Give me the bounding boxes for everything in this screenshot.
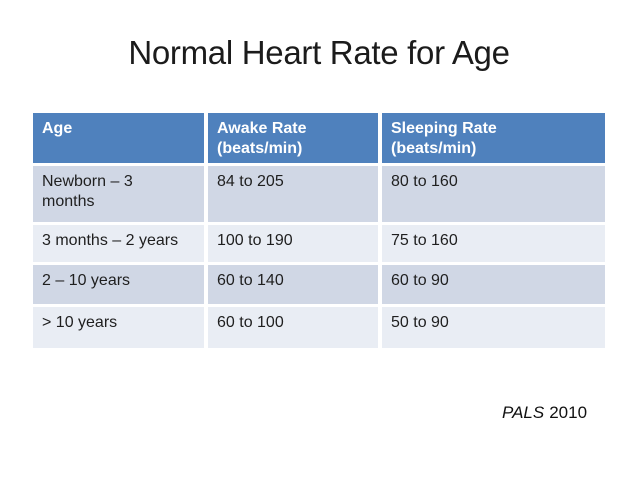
sleeping-rate-cell-row2: 75 to 160 — [382, 225, 605, 262]
age-cell-row3: 2 – 10 years — [33, 265, 204, 304]
age-cell-row1: Newborn – 3 months — [33, 166, 204, 222]
column-header-awake-rate: Awake Rate (beats/min) — [208, 113, 378, 163]
citation-source: PALS — [502, 403, 545, 422]
column-header-awake-line2: (beats/min) — [217, 140, 303, 158]
age-cell-row4: > 10 years — [33, 307, 204, 348]
awake-rate-cell-row4: 60 to 100 — [208, 307, 378, 348]
sleeping-rate-cell-row1: 80 to 160 — [382, 166, 605, 222]
slide-title: Normal Heart Rate for Age — [128, 34, 510, 71]
citation-year: 2010 — [549, 403, 588, 422]
awake-rate-cell-row2: 100 to 190 — [208, 225, 378, 262]
sleeping-rate-cell-row3: 60 to 90 — [382, 265, 605, 304]
citation: PALS 2010 — [502, 403, 587, 423]
awake-rate-cell-row1: 84 to 205 — [208, 166, 378, 222]
column-header-awake-line1: Awake Rate — [217, 120, 307, 137]
column-header-age: Age — [33, 113, 204, 163]
column-header-sleeping-rate: Sleeping Rate (beats/min) — [382, 113, 605, 163]
column-header-sleeping-line2: (beats/min) — [391, 140, 477, 158]
heart-rate-table: Age Awake Rate (beats/min) Sleeping Rate… — [33, 113, 605, 348]
awake-rate-cell-row3: 60 to 140 — [208, 265, 378, 304]
column-header-sleeping-line1: Sleeping Rate — [391, 120, 497, 137]
age-cell-row2: 3 months – 2 years — [33, 225, 204, 262]
column-header-age-line1: Age — [42, 120, 73, 137]
sleeping-rate-cell-row4: 50 to 90 — [382, 307, 605, 348]
age-value: Newborn – 3 months — [42, 173, 133, 211]
